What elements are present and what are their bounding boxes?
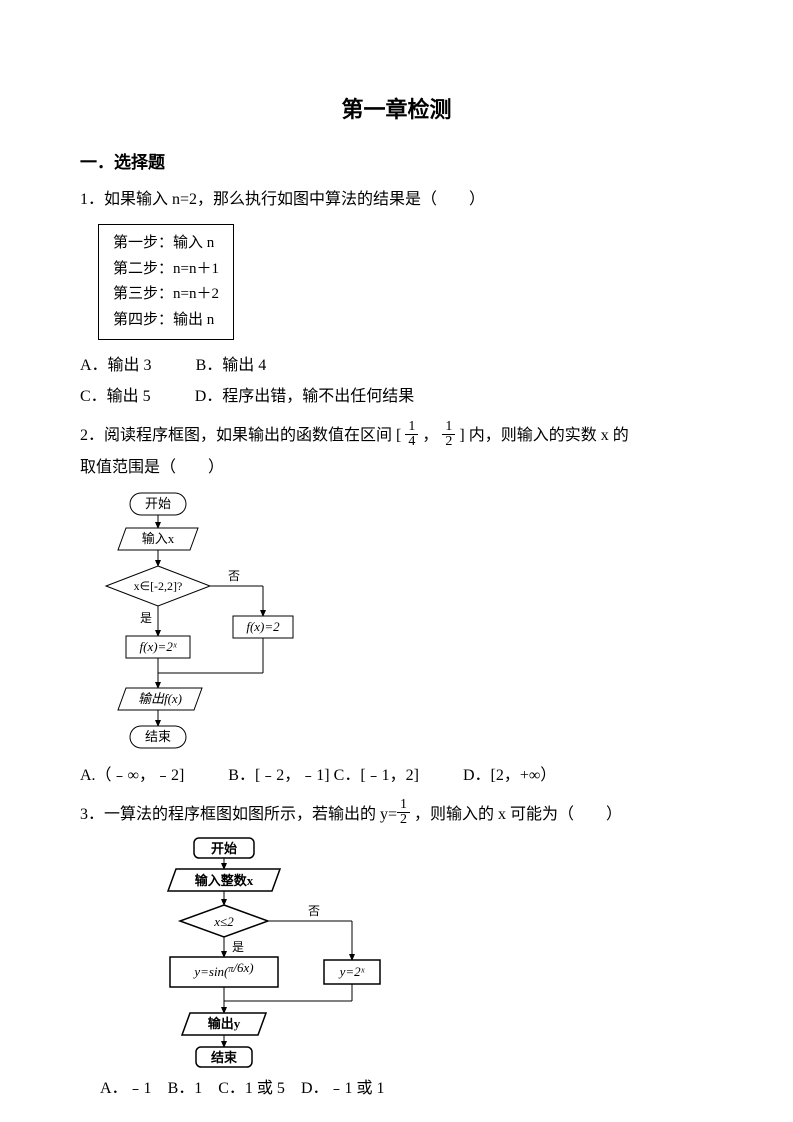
q3-flow-cond: x≤2 (213, 914, 234, 929)
q2-option-b: B．[﹣2，﹣1] (228, 767, 329, 784)
q3-flow-input: 输入整数x (195, 873, 254, 888)
q2-flow-input: 输入x (142, 531, 175, 546)
page-title: 第一章检测 (80, 90, 713, 130)
q2-option-d: D．[2，+∞） (463, 767, 556, 784)
q3-flow-start: 开始 (211, 841, 237, 856)
q1-option-c: C．输出 5 (80, 388, 151, 405)
q2-option-c: C．[﹣1，2] (334, 767, 419, 784)
q1-options: A．输出 3 B．输出 4 C．输出 5 D．程序出错，输不出任何结果 (80, 352, 713, 412)
q3-text-a: 3．一算法的程序框图如图所示，若输出的 (80, 806, 376, 823)
q2-text-c: ] 内，则输入的实数 x 的 (459, 427, 628, 444)
q3-option-c: C．1 或 5 (218, 1080, 285, 1097)
q3-option-b: B．1 (168, 1080, 203, 1097)
q1-algorithm-box: 第一步：输入 n 第二步：n=n＋1 第三步：n=n＋2 第四步：输出 n (98, 224, 234, 340)
q3-y-eq: y= (380, 806, 397, 823)
q3-flow-yes-label: 是 (232, 940, 244, 954)
q3-flow-output: 输出y (208, 1016, 241, 1031)
q3-text: 3．一算法的程序框图如图所示，若输出的 y=12 ，则输入的 x 可能为（ ） (80, 799, 713, 831)
q1-option-d: D．程序出错，输不出任何结果 (195, 388, 415, 405)
q3-frac: 12 (397, 798, 410, 827)
q2-flow-cond: x∈[-2,2]? (134, 579, 183, 593)
q2-flow-no-label: 否 (228, 569, 240, 583)
q2-flow-yes-label: 是 (140, 611, 152, 625)
q3-option-d: D．﹣1 或 1 (301, 1080, 385, 1097)
question-2: 2．阅读程序框图，如果输出的函数值在区间 [ 14 ， 12 ] 内，则输入的实… (80, 420, 713, 791)
q2-frac-1: 14 (405, 420, 418, 449)
question-3: 3．一算法的程序框图如图所示，若输出的 y=12 ，则输入的 x 可能为（ ） … (80, 799, 713, 1114)
q2-flow-end: 结束 (145, 729, 171, 744)
q2-flow-output: 输出f(x) (138, 691, 182, 706)
q3-flowchart: 开始 输入整数x x≤2 否 y=2ˣ 是 y= (140, 835, 410, 1073)
q2-flow-branch-no: f(x)=2 (246, 619, 280, 634)
q3-flow-branch-no: y=2ˣ (338, 964, 365, 979)
q1-step-1: 第一步：输入 n (113, 231, 219, 257)
q1-step-3: 第三步：n=n＋2 (113, 282, 219, 308)
q3-flow-no-label: 否 (308, 904, 320, 918)
q1-text: 1．如果输入 n=2，那么执行如图中算法的结果是（ ） (80, 184, 713, 216)
q3-flow-end: 结束 (211, 1050, 238, 1065)
q2-text-d: 取值范围是（ ） (80, 452, 713, 484)
q2-frac-2: 12 (442, 420, 455, 449)
q2-text-a: 2．阅读程序框图，如果输出的函数值在区间 [ (80, 427, 401, 444)
q1-step-2: 第二步：n=n＋1 (113, 257, 219, 283)
q3-options: A．﹣1 B．1 C．1 或 5 D．﹣1 或 1 (100, 1075, 385, 1104)
q3-option-a: A．﹣1 (100, 1080, 152, 1097)
question-1: 1．如果输入 n=2，那么执行如图中算法的结果是（ ） 第一步：输入 n 第二步… (80, 184, 713, 412)
q2-option-a: A.（﹣∞，﹣2] (80, 767, 184, 784)
q1-option-b: B．输出 4 (196, 357, 267, 374)
q2-flow-branch-yes: f(x)=2ˣ (140, 639, 177, 654)
q2-text: 2．阅读程序框图，如果输出的函数值在区间 [ 14 ， 12 ] 内，则输入的实… (80, 420, 713, 452)
q2-flowchart: 开始 输入x x∈[-2,2]? 否 f(x)=2 是 f(x)=2ˣ 输出f(… (98, 488, 328, 758)
q2-flow-start: 开始 (145, 496, 171, 511)
q2-text-b: ， (422, 427, 438, 444)
section-heading: 一．选择题 (80, 148, 713, 179)
q3-text-b: ，则输入的 x 可能为（ ） (414, 806, 622, 823)
q2-options: A.（﹣∞，﹣2] B．[﹣2，﹣1] C．[﹣1，2] D．[2，+∞） (80, 762, 713, 791)
q1-option-a: A．输出 3 (80, 357, 152, 374)
q1-step-4: 第四步：输出 n (113, 308, 219, 334)
